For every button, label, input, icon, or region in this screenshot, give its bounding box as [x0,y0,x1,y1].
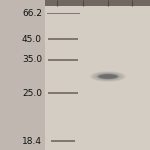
Text: 66.2: 66.2 [22,9,42,18]
FancyBboxPatch shape [48,38,78,40]
Ellipse shape [90,71,126,82]
Text: 25.0: 25.0 [22,88,42,98]
FancyBboxPatch shape [45,0,150,150]
FancyBboxPatch shape [48,59,78,61]
FancyBboxPatch shape [51,140,75,142]
Ellipse shape [100,74,116,79]
Ellipse shape [98,74,118,79]
FancyBboxPatch shape [0,0,45,150]
Text: 45.0: 45.0 [22,34,42,43]
Text: 35.0: 35.0 [22,56,42,64]
FancyBboxPatch shape [48,92,78,94]
Ellipse shape [96,73,120,80]
FancyBboxPatch shape [46,12,80,14]
Ellipse shape [93,72,123,81]
Text: 18.4: 18.4 [22,136,42,146]
FancyBboxPatch shape [45,0,150,6]
